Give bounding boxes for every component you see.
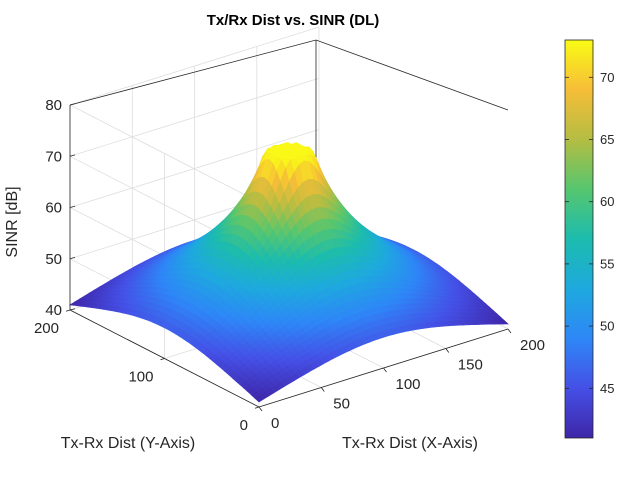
y-tick-group: 0 100 200 (34, 309, 260, 434)
z-tick-label: 60 (45, 200, 62, 217)
x-tick-label: 200 (520, 337, 545, 354)
z-tick-mark (69, 154, 76, 157)
colorbar-tick-label: 55 (600, 256, 614, 271)
x-tick-mark (258, 406, 263, 412)
z-tick-mark (69, 257, 76, 260)
surface-patch (254, 394, 265, 403)
z-tick-label: 80 (45, 97, 62, 114)
x-tick-mark (507, 328, 512, 334)
y-tick-label: 200 (34, 320, 59, 337)
y-tick-mark (254, 406, 260, 409)
z-axis-label: SINR [dB] (4, 186, 21, 257)
x-tick-label: 0 (271, 415, 279, 432)
z-tick-mark (69, 308, 76, 311)
x-tick-mark (383, 367, 387, 373)
x-tick-label: 50 (333, 396, 350, 413)
z-tick-label: 50 (45, 251, 62, 268)
x-tick-mark (445, 348, 450, 353)
chart-title: Tx/Rx Dist vs. SINR (DL) (207, 12, 380, 29)
colorbar (564, 39, 594, 439)
colorbar-tick-label: 45 (600, 381, 614, 396)
z-tick-mark (69, 205, 76, 208)
y-tick-mark (160, 358, 165, 361)
y-tick-label: 100 (128, 369, 153, 386)
colorbar-tick-group: 45 50 55 60 65 70 (565, 70, 614, 396)
x-tick-label: 150 (458, 357, 483, 374)
x-axis-label: Tx-Rx Dist (X-Axis) (342, 435, 478, 452)
back-wall-right (316, 40, 508, 329)
sinr-surface (68, 141, 509, 403)
colorbar-tick-label: 70 (600, 70, 614, 85)
colorbar-tick-label: 65 (600, 132, 614, 147)
z-tick-mark (69, 103, 76, 106)
y-tick-mark (65, 309, 71, 312)
colorbar-tick-label: 50 (600, 319, 614, 334)
y-axis-label: Tx-Rx Dist (Y-Axis) (61, 435, 196, 452)
z-tick-label: 40 (45, 302, 62, 319)
x-tick-mark (320, 387, 325, 392)
y-tick-label: 0 (240, 417, 248, 434)
z-tick-group: 40 50 60 70 80 (45, 97, 76, 319)
z-tick-label: 70 (45, 148, 62, 165)
colorbar-tick-label: 60 (600, 194, 614, 209)
x-tick-group: 0 50 100 150 200 (258, 328, 545, 432)
x-tick-label: 100 (396, 376, 421, 393)
